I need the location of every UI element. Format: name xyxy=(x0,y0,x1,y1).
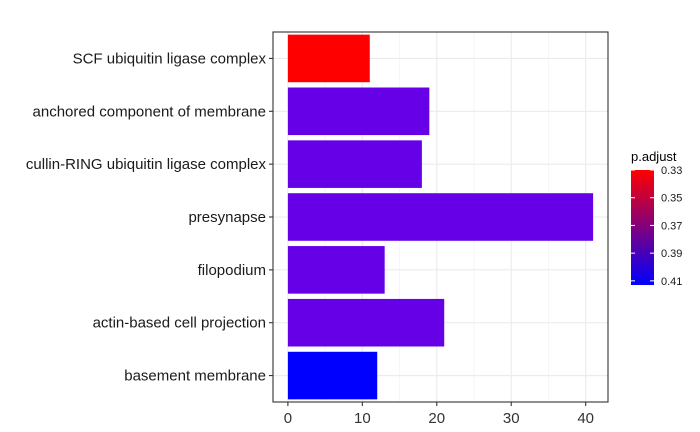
x-tick-label: 40 xyxy=(577,410,594,427)
legend-title: p.adjust xyxy=(631,149,677,164)
legend-tick-label: 0.37 xyxy=(661,220,682,232)
legend-tick-label: 0.33 xyxy=(661,165,682,177)
x-tick-label: 0 xyxy=(284,410,292,427)
bar xyxy=(287,246,385,294)
x-tick-label: 10 xyxy=(354,410,371,427)
category-label: presynapse xyxy=(188,209,266,226)
x-tick-label: 30 xyxy=(503,410,520,427)
bar xyxy=(287,193,594,241)
color-legend: p.adjust 0.33 0.35 0.37 0.39 0.41 xyxy=(631,149,682,288)
legend-tick-label: 0.41 xyxy=(661,276,682,288)
category-label: SCF ubiquitin ligase complex xyxy=(73,50,267,67)
category-label: basement membrane xyxy=(124,368,266,385)
bar xyxy=(287,351,378,400)
legend-tick-label: 0.39 xyxy=(661,248,682,260)
category-label: anchored component of membrane xyxy=(33,103,266,120)
category-label: actin-based cell projection xyxy=(93,315,266,332)
x-tick-label: 20 xyxy=(428,410,445,427)
bar xyxy=(287,34,370,83)
plot-area xyxy=(272,31,609,403)
bar xyxy=(287,87,430,136)
y-axis: SCF ubiquitin ligase complex anchored com… xyxy=(26,50,273,385)
legend-colorbar xyxy=(631,170,654,285)
category-label: filopodium xyxy=(198,262,266,279)
bar xyxy=(287,140,422,188)
legend-tick-label: 0.35 xyxy=(661,193,682,205)
category-label: cullin-RING ubiquitin ligase complex xyxy=(26,156,267,173)
bar xyxy=(287,298,445,347)
x-axis: 0 10 20 30 40 xyxy=(284,402,594,427)
